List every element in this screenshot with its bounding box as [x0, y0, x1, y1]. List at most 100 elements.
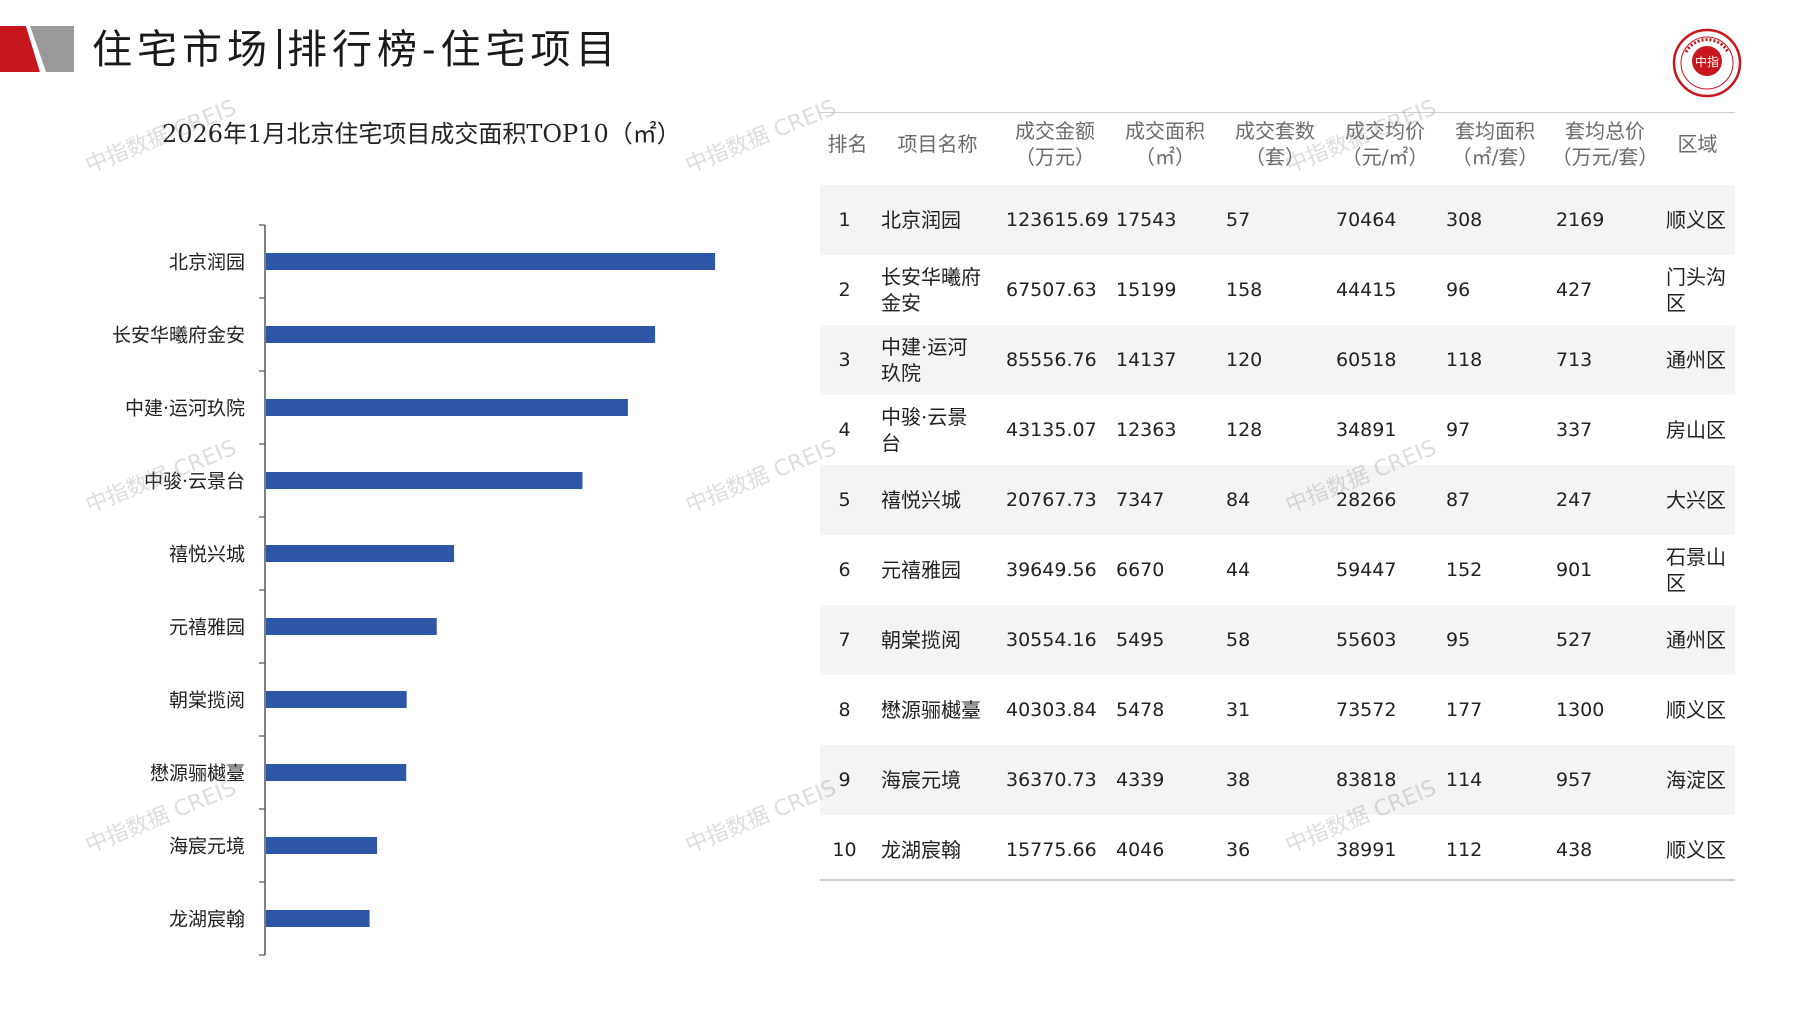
- cell-avg-total: 527: [1556, 605, 1660, 675]
- cell-avg-total: 438: [1556, 815, 1660, 885]
- cell-district: 大兴区: [1666, 465, 1735, 535]
- cell-text: 5: [838, 489, 851, 511]
- cell-text: 8: [838, 699, 851, 721]
- cell-text: 158: [1226, 279, 1263, 301]
- cell-amount: 67507.63: [1006, 255, 1110, 325]
- cell-text: 34891: [1336, 419, 1397, 441]
- page-title-section: 住宅市场: [92, 27, 272, 73]
- cell-text: 123615.69: [1006, 209, 1109, 231]
- cell-text: 36370.73: [1006, 769, 1097, 791]
- cell-area: 6670: [1116, 535, 1220, 605]
- column-header: 项目名称: [875, 131, 1000, 157]
- cell-text: 中骏·云景: [881, 405, 968, 429]
- cell-name: 懋源骊樾臺: [881, 675, 1000, 745]
- cell-area: 7347: [1116, 465, 1220, 535]
- column-header-text: 成交金额: [1015, 119, 1095, 143]
- cell-price: 70464: [1336, 185, 1440, 255]
- cell-text: 12363: [1116, 419, 1177, 441]
- cell-text: 9: [838, 769, 851, 791]
- cell-avg-total: 957: [1556, 745, 1660, 815]
- cell-name: 龙湖宸翰: [881, 815, 1000, 885]
- cell-text: 门头沟: [1666, 265, 1726, 289]
- cell-text: 44415: [1336, 279, 1397, 301]
- column-header: 套均总价 （万元/套）: [1550, 118, 1660, 170]
- cell-avg-area: 308: [1446, 185, 1550, 255]
- title-divider: [278, 29, 281, 69]
- cell-text: 金安: [881, 291, 921, 315]
- bar: [266, 253, 716, 270]
- cell-text: 97: [1446, 419, 1471, 441]
- cell-text: 177: [1446, 699, 1483, 721]
- cell-avg-area: 95: [1446, 605, 1550, 675]
- table-row: 2 长安华曦府 金安 67507.63 15199 158 44415 96 427 门头沟区: [820, 255, 1735, 325]
- table-row: 5 禧悦兴城 20767.73 7347 84 28266 87 247 大兴区: [820, 465, 1735, 535]
- cell-district: 顺义区: [1666, 185, 1735, 255]
- seal-text: 中指: [1695, 54, 1719, 69]
- cell-text: 55603: [1336, 629, 1397, 651]
- cell-text: 1300: [1556, 699, 1605, 721]
- cell-text: 区: [1666, 291, 1686, 315]
- category-label: 中建·运河玖院: [125, 398, 245, 420]
- cell-text: 44: [1226, 559, 1251, 581]
- cell-text: 36: [1226, 839, 1251, 861]
- cell-price: 73572: [1336, 675, 1440, 745]
- brand-corner-logo: [0, 26, 74, 72]
- cell-avg-total: 901: [1556, 535, 1660, 605]
- cell-units: 128: [1226, 395, 1330, 465]
- cell-text: 区: [1666, 571, 1686, 595]
- cell-area: 17543: [1116, 185, 1220, 255]
- column-header-text: 套均面积: [1455, 119, 1535, 143]
- cell-units: 44: [1226, 535, 1330, 605]
- cell-units: 31: [1226, 675, 1330, 745]
- cell-text: 6670: [1116, 559, 1165, 581]
- cell-text: 59447: [1336, 559, 1397, 581]
- cell-avg-total: 2169: [1556, 185, 1660, 255]
- cell-text: 7: [838, 629, 851, 651]
- cell-district: 石景山区: [1666, 535, 1735, 605]
- cell-area: 14137: [1116, 325, 1220, 395]
- cell-name: 元禧雅园: [881, 535, 1000, 605]
- cell-rank: 4: [820, 395, 869, 465]
- category-label: 海宸元境: [169, 836, 245, 858]
- cell-rank: 8: [820, 675, 869, 745]
- cell-price: 83818: [1336, 745, 1440, 815]
- cell-text: 527: [1556, 629, 1593, 651]
- cell-text: 30554.16: [1006, 629, 1097, 651]
- cell-avg-total: 337: [1556, 395, 1660, 465]
- cell-text: 懋源骊樾臺: [881, 698, 981, 722]
- cell-text: 14137: [1116, 349, 1177, 371]
- table-row: 3 中建·运河 玖院 85556.76 14137 120 60518 118 713 通州区: [820, 325, 1735, 395]
- cell-amount: 30554.16: [1006, 605, 1110, 675]
- cell-text: 438: [1556, 839, 1593, 861]
- cell-price: 55603: [1336, 605, 1440, 675]
- cell-text: 95: [1446, 629, 1471, 651]
- cell-text: 112: [1446, 839, 1483, 861]
- cell-text: 901: [1556, 559, 1593, 581]
- column-header-text: （万元/套）: [1551, 145, 1659, 169]
- table-header: 排名 项目名称 成交金额 （万元） 成交面积 （㎡） 成交套数 （套） 成交均价 （元/㎡） 套均面…: [820, 118, 1735, 180]
- page-title: 住宅市场 排行榜-住宅项目: [92, 22, 621, 78]
- column-header: 区域: [1660, 131, 1735, 157]
- cell-name: 朝棠揽阅: [881, 605, 1000, 675]
- table-row: 6 元禧雅园 39649.56 6670 44 59447 152 901 石景山区: [820, 535, 1735, 605]
- column-header-text: （元/㎡）: [1341, 145, 1429, 169]
- category-label: 禧悦兴城: [169, 544, 245, 566]
- cell-area: 5495: [1116, 605, 1220, 675]
- cell-text: 337: [1556, 419, 1593, 441]
- cell-text: 40303.84: [1006, 699, 1097, 721]
- cell-avg-area: 114: [1446, 745, 1550, 815]
- cell-text: 2: [838, 279, 851, 301]
- cell-text: 通州区: [1666, 628, 1726, 652]
- cell-text: 4339: [1116, 769, 1165, 791]
- cell-text: 3: [838, 349, 851, 371]
- cell-name: 中骏·云景台: [881, 395, 1000, 465]
- table-row: 1 北京润园 123615.69 17543 57 70464 308 2169 顺义区: [820, 185, 1735, 255]
- cell-rank: 7: [820, 605, 869, 675]
- bar: [266, 618, 437, 635]
- cell-text: 427: [1556, 279, 1593, 301]
- cell-amount: 123615.69: [1006, 185, 1110, 255]
- bar-chart: 北京润园长安华曦府金安中建·运河玖院中骏·云景台禧悦兴城元禧雅园朝棠揽阅懋源骊樾…: [112, 224, 716, 956]
- column-header: 成交金额 （万元）: [1000, 118, 1110, 170]
- cell-text: 120: [1226, 349, 1263, 371]
- cell-text: 43135.07: [1006, 419, 1097, 441]
